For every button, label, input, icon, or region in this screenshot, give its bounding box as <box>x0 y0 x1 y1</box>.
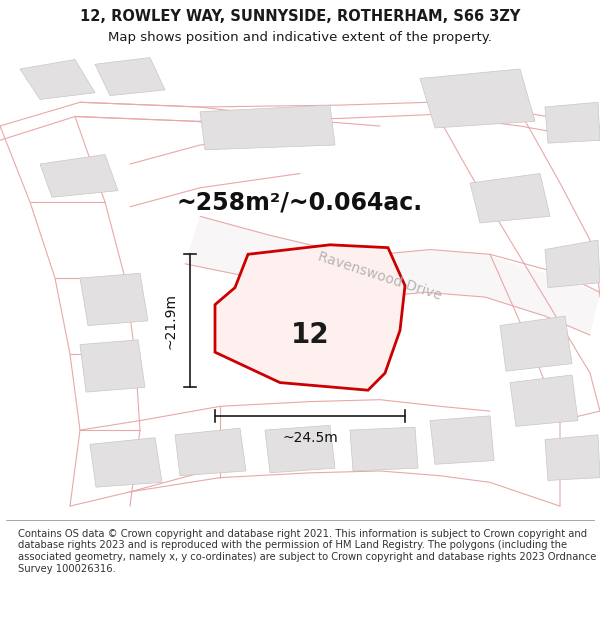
Polygon shape <box>545 435 600 481</box>
Text: ~258m²/~0.064ac.: ~258m²/~0.064ac. <box>177 190 423 214</box>
Polygon shape <box>215 245 405 390</box>
Polygon shape <box>510 375 578 426</box>
Polygon shape <box>545 240 600 288</box>
Polygon shape <box>500 316 572 371</box>
Polygon shape <box>20 59 95 99</box>
Polygon shape <box>470 174 550 223</box>
Polygon shape <box>40 154 118 198</box>
Polygon shape <box>175 428 246 476</box>
Polygon shape <box>430 416 494 464</box>
Text: ~24.5m: ~24.5m <box>282 431 338 445</box>
Polygon shape <box>185 216 600 335</box>
Polygon shape <box>80 273 148 326</box>
Text: Map shows position and indicative extent of the property.: Map shows position and indicative extent… <box>108 31 492 44</box>
Polygon shape <box>200 105 335 150</box>
Text: ~21.9m: ~21.9m <box>164 293 178 349</box>
Polygon shape <box>80 340 145 392</box>
Polygon shape <box>420 69 535 128</box>
Polygon shape <box>95 58 165 96</box>
Polygon shape <box>265 426 335 473</box>
Polygon shape <box>350 428 418 471</box>
Polygon shape <box>268 302 348 356</box>
Text: Ravenswood Drive: Ravenswood Drive <box>316 249 443 302</box>
Text: Contains OS data © Crown copyright and database right 2021. This information is : Contains OS data © Crown copyright and d… <box>18 529 596 574</box>
Text: 12: 12 <box>290 321 329 349</box>
Polygon shape <box>545 102 600 143</box>
Text: 12, ROWLEY WAY, SUNNYSIDE, ROTHERHAM, S66 3ZY: 12, ROWLEY WAY, SUNNYSIDE, ROTHERHAM, S6… <box>80 9 520 24</box>
Polygon shape <box>90 438 162 487</box>
